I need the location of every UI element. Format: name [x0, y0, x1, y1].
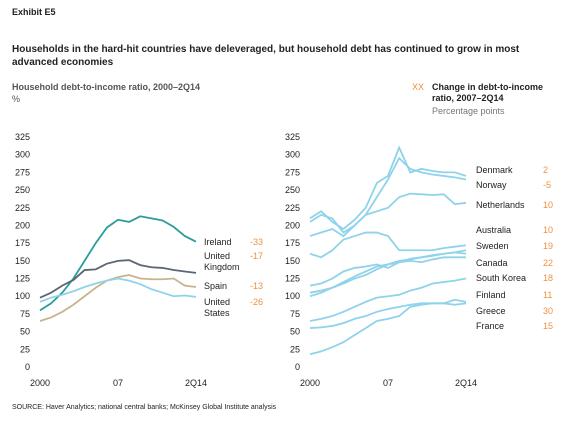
series-label: United States [204, 297, 231, 318]
series-line [39, 215, 197, 312]
y-tick-label: 0 [25, 362, 30, 372]
change-label: -33 [250, 237, 264, 247]
y-label: % [12, 94, 21, 104]
series-label: Netherlands [476, 200, 525, 210]
series-line [39, 277, 197, 303]
y-tick-label: 300 [15, 150, 30, 160]
panel-title: Household debt-to-income ratio, 2000–2Q1… [12, 82, 201, 92]
y-tick-label: 225 [15, 203, 30, 213]
y-tick-label: 325 [15, 132, 30, 142]
change-label: -13 [250, 281, 264, 291]
y-tick-label: 250 [15, 185, 30, 195]
x-tick-label: 2Q14 [185, 378, 207, 388]
y-tick-label: 25 [20, 344, 30, 354]
title: Households in the hard-hit countries hav… [12, 44, 520, 68]
change-label: 30 [543, 306, 554, 316]
series-label: Denmark [476, 165, 513, 175]
y-tick-label: 225 [285, 203, 300, 213]
y-tick-label: 125 [285, 274, 300, 284]
change-label: -26 [250, 297, 264, 307]
change-label: 19 [543, 241, 554, 251]
change-label: 10 [543, 200, 554, 210]
series-label: Spain [204, 281, 228, 291]
y-tick-label: 125 [15, 274, 30, 284]
y-tick-label: 25 [290, 344, 300, 354]
change-label: -5 [543, 180, 552, 190]
y-tick-label: 175 [15, 238, 30, 248]
series-label: Finland [476, 290, 506, 300]
series-line [309, 145, 467, 231]
x-tick-label: 2Q14 [455, 378, 477, 388]
series-label: Sweden [476, 241, 509, 251]
series-label: South Korea [476, 273, 527, 283]
y-tick-label: 250 [285, 185, 300, 195]
series-label: Canada [476, 258, 508, 268]
series-label: Greece [476, 306, 506, 316]
series-line [309, 302, 467, 329]
x-tick-label: 07 [113, 378, 123, 388]
series-line [309, 231, 467, 259]
legend-text: Change in debt-to-income ratio, 2007–2Q1… [432, 82, 543, 103]
y-tick-label: 50 [290, 327, 300, 337]
x-tick-label: 2000 [300, 378, 320, 388]
series-line [309, 298, 467, 356]
series-label: United Kingdom [204, 251, 240, 272]
y-tick-label: 200 [285, 220, 300, 230]
change-label: 10 [543, 225, 554, 235]
series-label: Australia [476, 225, 512, 235]
y-tick-label: 75 [290, 309, 300, 319]
change-label: 15 [543, 321, 554, 331]
y-tick-label: 100 [285, 291, 300, 301]
change-label: -17 [250, 251, 264, 261]
series-label: Ireland [204, 237, 232, 247]
series-label: France [476, 321, 505, 331]
x-tick-label: 2000 [30, 378, 50, 388]
change-label: 22 [543, 258, 554, 268]
series-line [309, 192, 467, 234]
y-tick-label: 150 [15, 256, 30, 266]
y-tick-label: 50 [20, 327, 30, 337]
y-tick-label: 100 [15, 291, 30, 301]
source: SOURCE: Haver Analytics; national centra… [12, 404, 277, 411]
y-tick-label: 200 [15, 220, 30, 230]
y-tick-label: 150 [285, 256, 300, 266]
series-line [39, 274, 197, 322]
y-tick-label: 300 [285, 150, 300, 160]
y-tick-label: 175 [285, 238, 300, 248]
y-tick-label: 0 [295, 362, 300, 372]
y-tick-label: 325 [285, 132, 300, 142]
series-line [309, 156, 467, 238]
exhibit: Exhibit E5 [12, 7, 56, 17]
y-tick-label: 75 [20, 309, 30, 319]
legend-marker: XX [412, 82, 425, 92]
change-label: 18 [543, 273, 554, 283]
change-label: 11 [543, 290, 553, 300]
series-line [309, 256, 466, 287]
series-line [309, 251, 467, 294]
y-tick-label: 275 [285, 167, 300, 177]
series-label: Norway [476, 180, 507, 190]
change-label: 2 [543, 165, 549, 175]
x-tick-label: 07 [383, 378, 393, 388]
series-line [39, 259, 197, 299]
y-tick-label: 275 [15, 167, 30, 177]
series-line [309, 277, 467, 322]
legend-unit: Percentage points [432, 106, 505, 116]
